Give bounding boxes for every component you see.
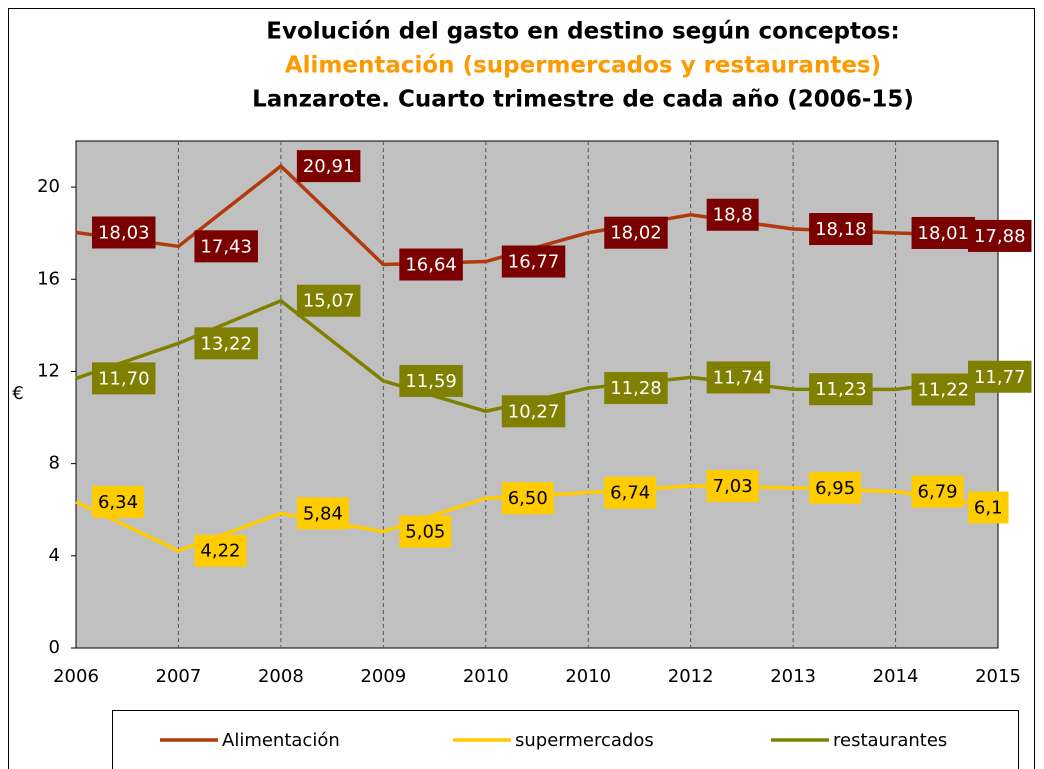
chart-title: Evolución del gasto en destino según con… [266,19,899,45]
value-label: 7,03 [713,476,753,497]
value-label-box [604,476,657,509]
x-tick-label: 2010 [565,666,611,687]
value-label-box [706,361,771,394]
value-label-box [809,213,873,246]
value-label-box [194,327,258,360]
x-tick-label: 2009 [360,666,406,687]
value-label: 6,95 [815,478,855,499]
value-label-box [968,491,1009,524]
value-label-box [296,284,361,317]
value-label-box [399,364,463,397]
x-tick-label: 2015 [975,666,1021,687]
value-label: 13,22 [200,333,252,354]
y-axis-label: € [12,383,23,404]
x-tick-label: 2012 [668,666,714,687]
value-label: 10,27 [508,401,560,422]
value-label-box [706,469,759,502]
value-label: 11,59 [405,371,457,392]
x-tick-label: 2006 [53,666,99,687]
value-label-box [296,497,349,530]
legend [112,710,1019,769]
value-label-box [911,475,964,508]
value-label: 18,02 [610,223,662,244]
y-tick-label: 0 [49,637,60,658]
value-label: 18,01 [918,223,970,244]
value-label: 16,77 [508,252,560,273]
x-tick-label: 2007 [156,666,202,687]
value-label-box [911,216,976,249]
value-label: 11,70 [98,368,150,389]
y-tick-label: 20 [37,176,60,197]
value-label: 11,74 [713,367,765,388]
value-label: 16,64 [405,255,457,276]
value-label-box [604,372,668,405]
value-label-box [706,198,759,231]
value-label: 11,28 [610,378,662,399]
value-label: 6,1 [974,497,1003,518]
value-label: 20,91 [303,156,355,177]
value-label-box [911,373,976,406]
value-label: 18,03 [98,222,150,243]
value-label: 6,74 [610,483,650,504]
value-label-box [604,216,668,249]
y-tick-label: 8 [49,453,60,474]
value-label: 5,05 [405,522,445,543]
value-label-box [501,482,554,515]
value-label-box [809,373,873,406]
x-tick-label: 2014 [873,666,919,687]
chart-subtitle: Lanzarote. Cuarto trimestre de cada año … [252,87,914,113]
value-label-box [399,515,452,548]
value-label: 4,22 [200,541,240,562]
value-label-box [399,248,463,281]
value-label-box [968,360,1032,393]
value-label: 15,07 [303,291,355,312]
value-label: 17,43 [200,236,252,257]
value-label: 11,22 [918,379,970,400]
legend-label: restaurantes [833,730,947,751]
value-label-box [194,534,247,567]
legend-label: supermercados [515,730,654,751]
value-label: 17,88 [974,226,1026,247]
value-label-box [194,230,258,263]
value-label: 11,23 [815,379,867,400]
value-label: 11,77 [974,367,1026,388]
x-tick-label: 2010 [463,666,509,687]
y-tick-label: 12 [37,360,60,381]
value-label-box [92,216,156,249]
value-label: 6,79 [918,482,958,503]
value-label-box [92,362,156,395]
value-label: 6,34 [98,492,138,513]
x-tick-label: 2013 [770,666,816,687]
value-label: 18,8 [713,205,753,226]
value-label-box [809,471,862,504]
value-label-box [501,395,566,428]
value-label-box [968,219,1032,252]
value-label-box [92,485,144,518]
value-label-box [501,245,566,278]
value-label: 18,18 [815,219,867,240]
legend-label: Alimentación [222,730,340,751]
value-label-box [296,150,361,183]
y-tick-label: 16 [37,268,60,289]
x-tick-label: 2008 [258,666,304,687]
value-label: 5,84 [303,503,343,524]
value-label: 6,50 [508,488,548,509]
chart-subtitle: Alimentación (supermercados y restaurant… [285,53,881,79]
y-tick-label: 4 [49,545,60,566]
